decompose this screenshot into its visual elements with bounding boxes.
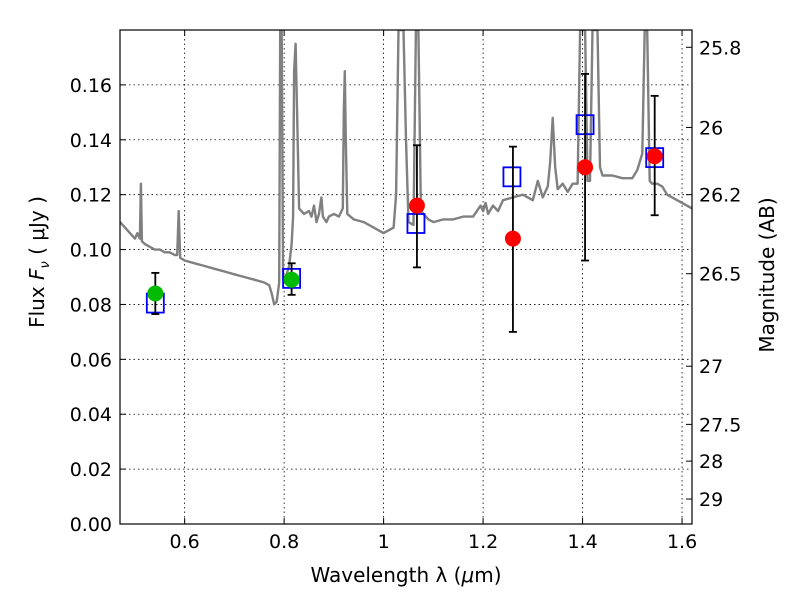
right-tick-label: 26.5 [699,264,741,286]
x-tick-label: 1.4 [567,531,597,553]
right-tick-label: 27.5 [699,414,741,436]
x-axis-label-mu: μ [460,563,474,587]
y-tick-label: 0.10 [70,240,112,262]
data-point [646,148,663,165]
y-tick-label: 0.08 [70,294,112,316]
y-tick-label: 0.04 [70,404,112,426]
ticks-group [120,30,692,525]
tick-labels-group: 0.6 0.8 1 1.2 1.4 1.6 0.00 0.02 0.04 0.06 0.08 0.10… [70,37,742,553]
y-tick-label: 0.16 [70,75,112,97]
data-point [504,230,521,247]
y-axis-label-suffix: ( μJy ) [25,196,49,261]
spectrum-group [120,30,692,306]
right-tick-label: 26.2 [699,185,741,207]
y-tick-label: 0.14 [70,130,112,152]
right-tick-label: 29 [699,489,723,511]
x-tick-label: 0.6 [170,531,200,553]
y-axis-label: Flux Fν ( μJy ) [25,196,53,328]
x-axis-label-prefix: Wavelength λ ( [310,563,461,587]
y-tick-label: 0.06 [70,349,112,371]
x-axis-label: Wavelength λ (μm) [310,563,501,587]
data-point [147,285,164,302]
y-tick-label: 0.02 [70,459,112,481]
data-point [283,271,300,288]
x-axis-label-suffix: m) [474,563,501,587]
right-axis-label: Magnitude (AB) [755,197,779,352]
x-tick-label: 1 [378,531,390,553]
model-square [502,166,522,188]
x-tick-label: 1.2 [468,531,498,553]
y-axis-label-subscript: ν [38,261,53,268]
y-tick-label: 0.00 [70,514,112,536]
right-tick-label: 26 [699,117,723,139]
photometry-points-group [147,148,663,302]
x-tick-label: 0.8 [269,531,299,553]
y-axis-label-prefix: Flux [25,280,49,328]
y-tick-label: 0.12 [70,185,112,207]
spectrum-line [120,30,692,306]
model-square [406,213,426,234]
plot-frame [119,29,693,525]
right-tick-label: 25.8 [699,37,741,59]
x-tick-label: 1.6 [667,531,697,553]
data-point [408,197,425,214]
right-tick-label: 28 [699,451,723,473]
right-tick-label: 27 [699,356,723,378]
data-point [577,159,594,176]
y-axis-label-symbol: F [25,268,49,280]
